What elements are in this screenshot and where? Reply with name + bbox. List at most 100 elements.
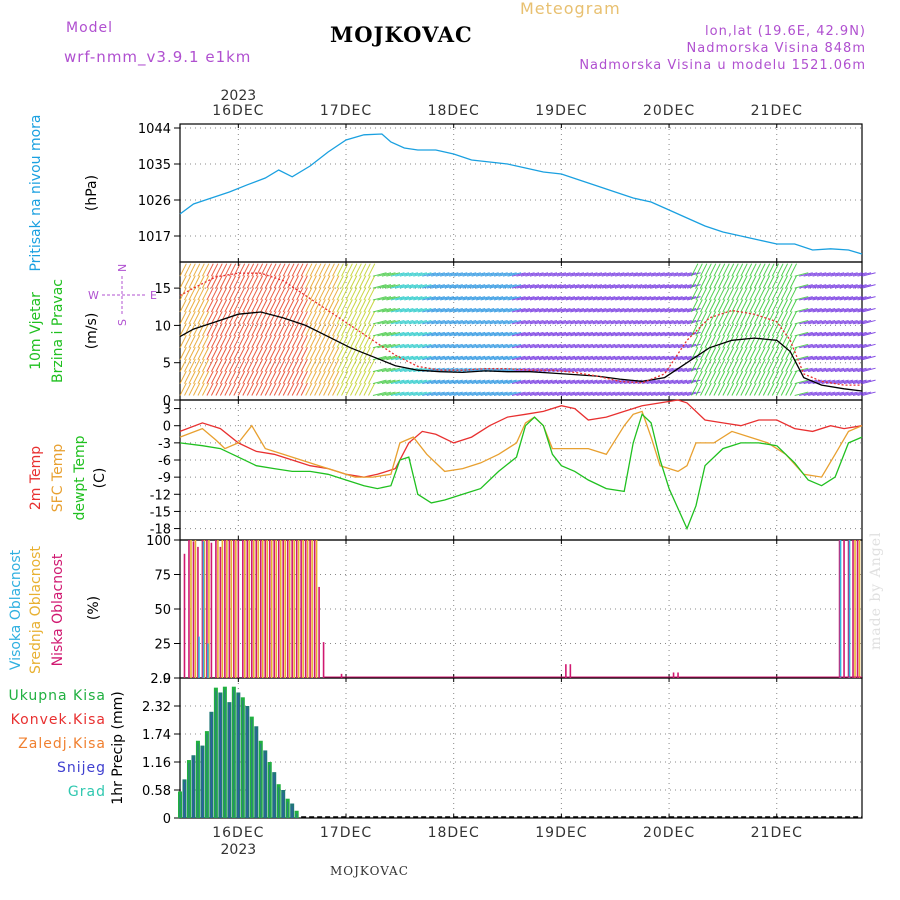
wind-barb (440, 284, 454, 289)
series-line-wind-speed (179, 311, 863, 392)
wind-barb (812, 379, 827, 385)
wind-barb (462, 379, 477, 385)
wind-barb (758, 335, 766, 349)
wind-barb (399, 391, 414, 397)
wind-barb (224, 287, 232, 301)
wind-barb (502, 343, 517, 349)
wind-barb (417, 319, 432, 325)
wind-barb (735, 263, 744, 277)
wind-barb (417, 379, 432, 385)
wind-barb (843, 343, 858, 349)
wind-barb (246, 299, 255, 313)
wind-barb (273, 347, 282, 360)
wind-barb (565, 331, 580, 337)
wind-barb (318, 358, 326, 372)
wind-barb (726, 311, 735, 325)
wind-barb (767, 323, 775, 337)
wind-barb (426, 308, 441, 313)
wind-barb (780, 311, 789, 325)
wind-barb (700, 382, 708, 396)
wind-barb (462, 391, 477, 397)
wind-barb (633, 284, 647, 289)
wind-barb (552, 343, 567, 349)
wind-barb (395, 319, 410, 325)
wind-barb (682, 391, 697, 397)
wind-barb (799, 367, 813, 373)
wind-barb (502, 272, 517, 277)
wind-barb (507, 331, 522, 337)
wind-barb (525, 308, 540, 313)
wind-barb (502, 296, 517, 301)
wind-barb (799, 355, 813, 361)
wind-barb (359, 299, 367, 313)
wind-barb (282, 275, 290, 289)
wind-barb (520, 355, 535, 361)
wind-barb (467, 284, 481, 289)
wind-barb (233, 347, 241, 360)
wind-barb (260, 275, 268, 289)
wind-barb (511, 272, 526, 277)
wind-barb (843, 379, 858, 385)
wind-barb (547, 308, 562, 313)
wind-barb (610, 308, 625, 313)
y-tick-label: 1026 (138, 194, 171, 209)
wind-barb (767, 287, 775, 301)
wind-barb (341, 263, 349, 277)
wind-barb (193, 347, 201, 360)
wind-barb (395, 272, 410, 277)
wind-barb (440, 367, 454, 373)
compass-n: N (116, 264, 129, 272)
wind-barb (363, 382, 371, 396)
compass-w: W (88, 289, 99, 302)
wind-barb (839, 391, 854, 397)
wind-barb (668, 355, 683, 361)
wind-barb (516, 319, 531, 325)
wind-barb (525, 272, 540, 277)
wind-barb (601, 272, 616, 277)
wind-barb (726, 323, 735, 337)
wind-barb (758, 299, 766, 313)
y-tick-label: 2.9 (150, 672, 171, 687)
wind-barb (677, 379, 692, 385)
wind-barb (646, 343, 661, 349)
wind-barb (255, 335, 264, 349)
wind-barb (561, 331, 576, 337)
wind-barb (228, 311, 237, 325)
wind-barb (296, 335, 304, 349)
wind-barb (610, 331, 625, 337)
wind-barb (857, 379, 872, 385)
wind-barb (458, 343, 472, 349)
wind-barb (785, 287, 793, 301)
wind-barb (633, 343, 647, 349)
wind-barb (467, 379, 481, 385)
precip-snow-bar (215, 690, 217, 818)
precip-snow-bar (206, 734, 208, 818)
wind-barb (507, 379, 522, 385)
wind-barb (440, 355, 454, 361)
wind-barb (484, 355, 499, 361)
wind-barb (538, 343, 553, 349)
wind-barb (431, 355, 445, 361)
wind-barb (552, 331, 567, 337)
wind-barb (695, 358, 703, 372)
wind-barb (431, 331, 445, 337)
wind-barb (242, 287, 250, 301)
wind-barb (848, 296, 863, 301)
wind-barb (633, 296, 647, 301)
wind-barb (767, 299, 775, 313)
wind-barb (511, 296, 526, 301)
wind-barb (282, 323, 290, 337)
wind-barb (305, 275, 313, 289)
wind-barb (184, 299, 192, 313)
y-tick-label: 50 (154, 603, 171, 618)
wind-barb (650, 331, 665, 337)
wind-barb (188, 275, 196, 289)
wind-barb (336, 275, 344, 289)
wind-barb (547, 331, 562, 337)
wind-barb (480, 343, 495, 349)
wind-barb (404, 272, 419, 277)
wind-barb (601, 284, 616, 289)
wind-barb (601, 331, 616, 337)
wind-barb (848, 319, 863, 325)
